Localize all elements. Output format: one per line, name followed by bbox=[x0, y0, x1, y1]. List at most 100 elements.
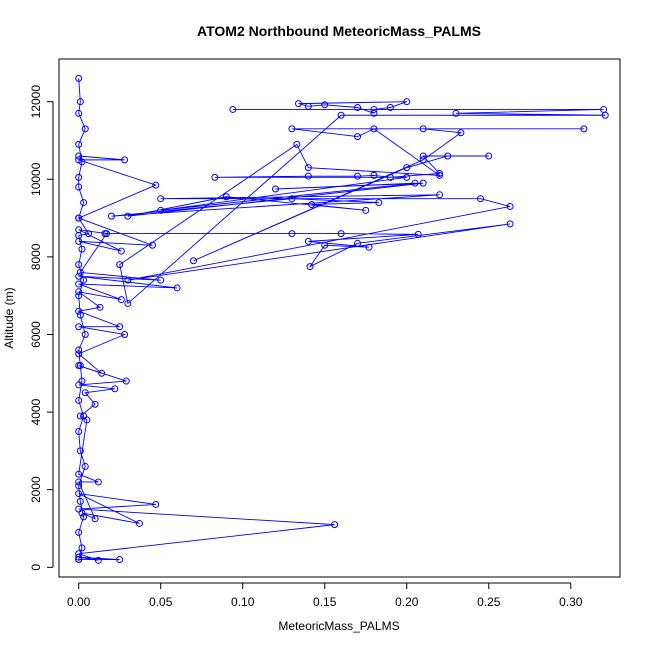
x-tick-label: 0.20 bbox=[395, 595, 419, 609]
data-point bbox=[101, 230, 109, 238]
data-point bbox=[75, 470, 83, 478]
x-tick-label: 0.25 bbox=[477, 595, 501, 609]
data-point bbox=[294, 100, 302, 108]
data-point bbox=[94, 478, 102, 486]
data-point bbox=[272, 185, 280, 193]
x-axis: 0.00 0.05 0.10 0.15 0.20 0.25 0.30 bbox=[67, 582, 583, 609]
data-point bbox=[190, 257, 198, 265]
data-point bbox=[75, 528, 83, 536]
series-layer bbox=[75, 74, 609, 564]
data-point bbox=[414, 230, 422, 238]
data-point bbox=[354, 239, 362, 247]
data-point bbox=[75, 478, 83, 486]
data-point bbox=[288, 195, 296, 203]
x-tick-label: 0.15 bbox=[313, 595, 337, 609]
data-series bbox=[101, 98, 609, 307]
data-point bbox=[122, 377, 130, 385]
data-point bbox=[75, 346, 83, 354]
data-point bbox=[354, 133, 362, 141]
y-axis-label: Altitude (m) bbox=[2, 287, 16, 348]
data-point bbox=[75, 74, 83, 82]
x-tick-label: 0.10 bbox=[231, 595, 255, 609]
data-point bbox=[75, 307, 83, 315]
data-point bbox=[91, 515, 99, 523]
data-point bbox=[96, 303, 104, 311]
data-point bbox=[403, 98, 411, 106]
data-point bbox=[78, 245, 86, 253]
data-point bbox=[76, 98, 84, 106]
data-point bbox=[116, 556, 124, 564]
data-point bbox=[229, 105, 237, 113]
data-point bbox=[76, 497, 84, 505]
data-point bbox=[444, 152, 452, 160]
data-point bbox=[76, 268, 84, 276]
data-point bbox=[157, 276, 165, 284]
data-point bbox=[304, 172, 312, 180]
data-point bbox=[337, 230, 345, 238]
data-point bbox=[76, 412, 84, 420]
data-point bbox=[75, 381, 83, 389]
y-tick-label: 6000 bbox=[29, 321, 43, 348]
data-point bbox=[306, 263, 314, 271]
series-line bbox=[77, 155, 335, 561]
data-point bbox=[75, 183, 83, 191]
data-point bbox=[75, 261, 83, 269]
data-point bbox=[436, 171, 444, 179]
data-point bbox=[152, 181, 160, 189]
data-point bbox=[370, 109, 378, 117]
data-point bbox=[75, 173, 83, 181]
data-point bbox=[321, 241, 329, 249]
data-point bbox=[288, 125, 296, 133]
data-point bbox=[75, 427, 83, 435]
data-point bbox=[370, 171, 378, 179]
data-point bbox=[308, 201, 316, 209]
x-tick-label: 0.30 bbox=[559, 595, 583, 609]
data-point bbox=[80, 199, 88, 207]
data-point bbox=[321, 101, 329, 109]
data-point bbox=[506, 202, 514, 210]
data-point bbox=[81, 389, 89, 397]
data-point bbox=[152, 500, 160, 508]
y-tick-label: 4000 bbox=[29, 398, 43, 425]
data-point bbox=[75, 156, 83, 164]
data-point bbox=[78, 544, 86, 552]
data-point bbox=[75, 323, 83, 331]
data-point bbox=[419, 152, 427, 160]
data-point bbox=[75, 152, 83, 160]
data-point bbox=[600, 105, 608, 113]
data-point bbox=[81, 462, 89, 470]
y-tick-label: 8000 bbox=[29, 243, 43, 270]
data-point bbox=[75, 350, 83, 358]
data-point bbox=[75, 550, 83, 558]
data-point bbox=[116, 261, 124, 269]
data-point bbox=[452, 109, 460, 117]
data-point bbox=[370, 125, 378, 133]
data-point bbox=[75, 288, 83, 296]
data-point bbox=[354, 104, 362, 111]
data-point bbox=[403, 164, 411, 172]
data-point bbox=[304, 164, 312, 172]
data-point bbox=[365, 243, 373, 251]
y-tick-label: 2000 bbox=[29, 476, 43, 503]
data-series bbox=[75, 74, 93, 564]
data-point bbox=[98, 369, 106, 377]
data-point bbox=[117, 296, 125, 304]
data-point bbox=[107, 212, 115, 220]
data-point bbox=[75, 109, 83, 117]
data-point bbox=[75, 396, 83, 404]
data-point bbox=[370, 105, 378, 113]
data-series bbox=[75, 152, 339, 564]
data-point bbox=[81, 125, 89, 133]
data-point bbox=[580, 125, 588, 133]
data-point bbox=[81, 330, 89, 338]
data-point bbox=[75, 280, 83, 288]
plot-frame bbox=[58, 58, 621, 578]
y-tick-label: 0 bbox=[29, 564, 43, 571]
data-point bbox=[124, 299, 132, 307]
data-point bbox=[411, 179, 419, 187]
x-tick-label: 0.05 bbox=[149, 595, 173, 609]
data-point bbox=[124, 276, 132, 284]
data-point bbox=[362, 206, 370, 214]
data-point bbox=[76, 447, 84, 455]
y-tick-label: 10000 bbox=[29, 162, 43, 196]
